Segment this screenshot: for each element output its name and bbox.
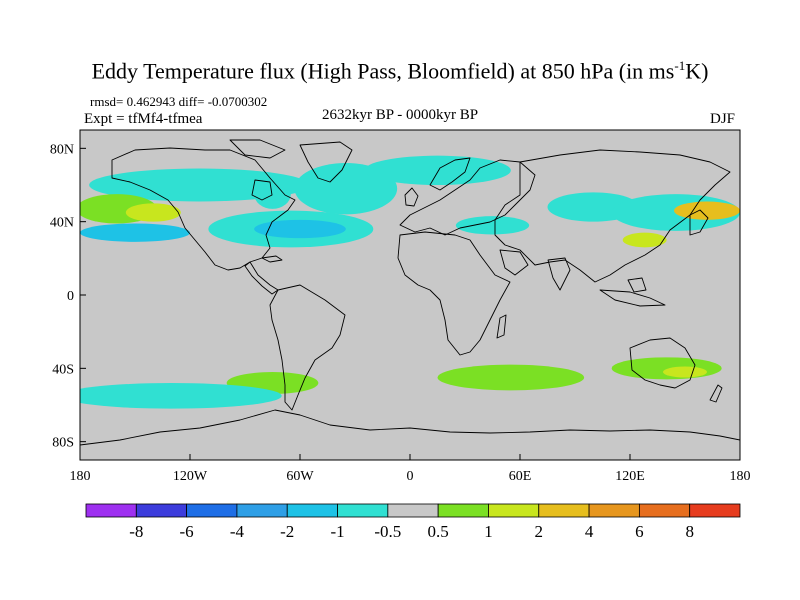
lat-tick-label: 0 <box>67 289 74 304</box>
anomaly-patch <box>80 223 190 242</box>
coastline-scandinavia <box>429 157 471 191</box>
coastline-europe <box>399 159 536 236</box>
colorbar-label: 8 <box>685 522 694 541</box>
colorbar-swatch <box>337 503 389 518</box>
colorbar-label: 0.5 <box>428 522 449 541</box>
colorbar-swatch <box>538 503 590 518</box>
colorbar-label: -4 <box>230 522 245 541</box>
colorbar-swatch <box>689 503 741 518</box>
coastline-antarctica <box>80 409 740 446</box>
coastline-madagascar <box>496 314 507 339</box>
anomaly-patch <box>125 203 181 222</box>
coastline-uk <box>404 187 419 207</box>
colorbar-label: -0.5 <box>374 522 401 541</box>
map-title: Eddy Temperature flux (High Pass, Bloomf… <box>91 58 709 84</box>
colorbar-swatch <box>387 503 439 518</box>
coastline-arabia <box>499 249 529 276</box>
coastline-greenland <box>299 141 353 183</box>
colorbar-label: -8 <box>129 522 143 541</box>
lat-tick-label: 80N <box>50 142 74 157</box>
anomaly-patch <box>89 168 310 202</box>
coastline-arctic-islands <box>229 139 286 159</box>
colorbar-label: 4 <box>585 522 594 541</box>
coastline-new-zealand <box>709 384 723 403</box>
colorbar-swatch <box>638 503 691 518</box>
anomaly-patch <box>663 366 707 378</box>
colorbar-swatch <box>135 503 188 518</box>
coastline-hudson-bay <box>251 179 273 201</box>
period-label: 2632kyr BP - 0000kyr BP <box>322 107 479 123</box>
colorbar-label: -2 <box>280 522 294 541</box>
anomaly-patch <box>622 232 667 248</box>
coastline-south-america <box>269 284 346 411</box>
coastline-central-america <box>244 261 279 295</box>
coastline-cuba <box>261 255 283 263</box>
anomaly-patch <box>80 383 282 409</box>
colorbar-swatch <box>186 503 238 518</box>
colorbar-swatch <box>588 503 640 518</box>
anomaly-patch <box>611 357 722 380</box>
anomaly-patch <box>437 364 585 391</box>
colorbar-swatch <box>488 503 540 518</box>
lon-tick-label: 0 <box>407 469 414 484</box>
season-label: DJF <box>710 111 736 127</box>
anomaly-patch <box>254 179 291 209</box>
stats-text: rmsd= 0.462943 diff= -0.0700302 <box>90 94 268 109</box>
colorbar-swatch <box>437 503 489 518</box>
lat-tick-label: 80S <box>52 436 74 451</box>
anomaly-patch <box>364 155 511 185</box>
lon-tick-label: 120W <box>173 469 208 484</box>
colorbar-swatch <box>236 503 288 518</box>
coastline-asia <box>494 149 731 283</box>
colorbar-label: -6 <box>180 522 194 541</box>
axis-ticks: 180 120W 60W 0 60E 120E 180 80N 40N 0 40S 80S <box>50 142 751 484</box>
lon-tick-label: 60W <box>286 469 314 484</box>
coastline-borneo <box>627 277 647 293</box>
anomaly-patch <box>455 216 530 235</box>
coastline-india <box>547 257 571 291</box>
lon-tick-label: 120E <box>615 469 645 484</box>
coastline-australia <box>629 337 696 389</box>
coastline-indonesia <box>599 289 666 307</box>
lon-tick-label: 60E <box>509 469 532 484</box>
lon-tick-label: 180 <box>70 469 91 484</box>
colorbar-label: 6 <box>635 522 644 541</box>
lon-tick-label: 180 <box>730 469 751 484</box>
coastline-africa <box>397 231 511 356</box>
anomaly-layer <box>80 155 740 409</box>
lat-tick-label: 40N <box>50 216 74 231</box>
anomaly-patch <box>254 219 346 239</box>
coastline-japan <box>689 209 709 236</box>
experiment-label: Expt = tfMf4-tfmea <box>84 111 203 127</box>
lat-tick-label: 40S <box>52 362 74 377</box>
colorbar-swatch <box>85 503 137 518</box>
colorbar-label: 1 <box>484 522 493 541</box>
coastlines <box>80 139 740 446</box>
colorbar-label: 2 <box>535 522 544 541</box>
colorbar-label: -1 <box>330 522 344 541</box>
colorbar: -8 -6 -4 -2 -1 -0.5 0.5 1 2 4 6 8 <box>85 503 741 541</box>
colorbar-swatch <box>286 503 338 518</box>
